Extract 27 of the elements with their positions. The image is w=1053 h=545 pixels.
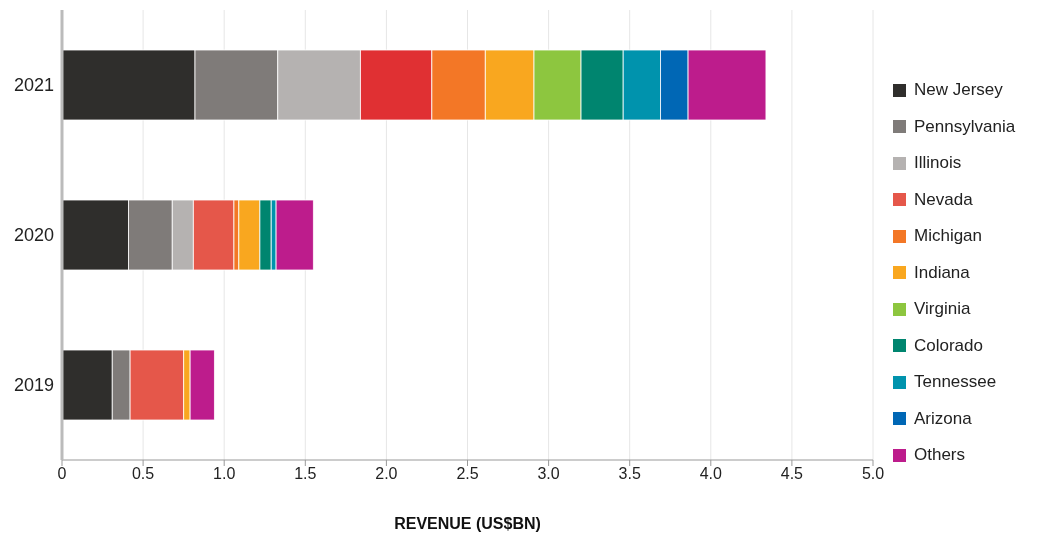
x-tick-label: 4.5 <box>780 465 804 483</box>
legend-label: Colorado <box>914 335 983 356</box>
legend-label: Arizona <box>914 408 972 429</box>
legend-label: New Jersey <box>914 80 1003 100</box>
legend-label: Virginia <box>914 299 971 319</box>
legend-label: Tennessee <box>914 372 997 392</box>
x-tick-label: 0 <box>57 465 67 483</box>
legend-label: Nevada <box>914 189 973 210</box>
x-tick-label: 2.0 <box>375 465 398 483</box>
y-tick-label: 2020 <box>13 225 54 246</box>
x-tick-label: 2.5 <box>456 465 479 483</box>
bar <box>275 199 314 271</box>
y-tick-label: 2021 <box>13 75 54 96</box>
x-axis-title: REVENUE (US$BN) <box>394 515 541 533</box>
y-tick-label: 2019 <box>13 375 54 396</box>
legend-label: Pennsylvania <box>914 116 1016 137</box>
x-tick-label: 4.0 <box>699 465 723 483</box>
x-tick-label: 1.5 <box>294 465 317 483</box>
x-tick-label: 1.0 <box>213 465 236 483</box>
x-tick-label: 3.5 <box>618 465 641 483</box>
legend-label: Others <box>914 445 966 465</box>
x-tick-label: 3.0 <box>537 465 560 483</box>
legend-label: Illinois <box>914 153 962 173</box>
x-tick-label: 5.0 <box>861 465 885 483</box>
legend-label: Michigan <box>914 226 983 246</box>
legend-label: Indiana <box>914 262 970 283</box>
x-tick-label: 0.5 <box>131 465 155 483</box>
